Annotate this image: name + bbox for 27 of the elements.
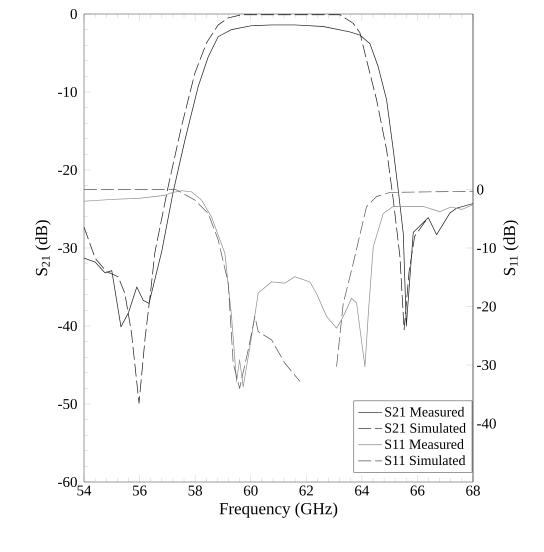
y-tick-label: -20 [58, 164, 77, 176]
y2-tick-label: -20 [477, 301, 496, 312]
x-tick-label: 60 [244, 486, 258, 496]
x-tick-label: 66 [410, 486, 424, 496]
legend-label: S11 Measured [385, 439, 464, 449]
y2-axis-title: S$_{11}$ (dB) [503, 220, 519, 276]
y-tick-label: -60 [58, 476, 77, 488]
x-tick-label: 64 [355, 486, 370, 496]
y-tick-label: -10 [58, 86, 77, 98]
legend-label: S21 Measured [385, 406, 464, 417]
y-tick-label: -30 [58, 242, 77, 254]
y2-tick-label: -40 [477, 418, 496, 429]
y2-tick-label: 0 [477, 184, 484, 195]
y-tick-label: -40 [58, 320, 77, 332]
legend-label: S21 Simulated [385, 422, 466, 433]
x-axis-title: Frequency (GHz) [219, 502, 338, 518]
y-tick-label: 0 [70, 8, 77, 20]
x-tick-label: 58 [188, 486, 202, 496]
y-tick-label: -50 [58, 398, 77, 410]
legend-label: S11 Simulated [385, 455, 466, 466]
y2-tick-label: -10 [477, 242, 496, 254]
y2-tick-label: -30 [477, 360, 496, 370]
y-axis-title: S$_{21}$ (dB) [35, 220, 51, 276]
x-tick-label: 62 [299, 486, 313, 496]
x-tick-label: 68 [466, 486, 480, 496]
x-tick-label: 54 [77, 486, 92, 496]
x-tick-label: 56 [132, 486, 147, 496]
